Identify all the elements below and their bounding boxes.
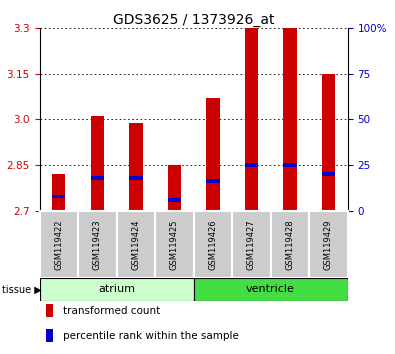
Bar	[206, 179, 220, 183]
Bar	[309, 211, 348, 278]
Text: GSM119424: GSM119424	[131, 219, 140, 269]
Text: GSM119426: GSM119426	[208, 219, 217, 270]
Text: atrium: atrium	[98, 284, 135, 295]
Bar	[271, 211, 309, 278]
Text: GSM119427: GSM119427	[247, 219, 256, 270]
Bar	[283, 28, 297, 211]
Bar	[117, 211, 155, 278]
Bar	[167, 165, 181, 211]
Bar	[232, 211, 271, 278]
Bar	[155, 211, 194, 278]
Bar	[90, 116, 104, 211]
Bar	[46, 304, 53, 317]
Text: GSM119425: GSM119425	[170, 219, 179, 269]
Bar	[90, 176, 104, 180]
Bar	[245, 162, 258, 167]
Bar	[167, 198, 181, 201]
Bar	[129, 176, 143, 180]
Bar	[52, 174, 66, 211]
Text: ventricle: ventricle	[246, 284, 295, 295]
Bar	[206, 98, 220, 211]
Bar	[78, 211, 117, 278]
Bar	[322, 172, 335, 176]
Bar	[322, 74, 335, 211]
Bar	[283, 162, 297, 167]
Text: tissue ▶: tissue ▶	[2, 284, 42, 295]
Bar	[40, 211, 78, 278]
Bar	[46, 330, 53, 342]
Bar	[245, 28, 258, 211]
Text: GSM119423: GSM119423	[93, 219, 102, 270]
Bar	[129, 122, 143, 211]
Title: GDS3625 / 1373926_at: GDS3625 / 1373926_at	[113, 13, 274, 27]
Text: transformed count: transformed count	[62, 306, 160, 315]
Bar	[194, 278, 348, 301]
Bar	[194, 211, 232, 278]
Text: GSM119428: GSM119428	[285, 219, 294, 270]
Bar	[40, 278, 194, 301]
Text: GSM119422: GSM119422	[54, 219, 63, 269]
Text: GSM119429: GSM119429	[324, 219, 333, 269]
Bar	[52, 195, 66, 199]
Text: percentile rank within the sample: percentile rank within the sample	[62, 331, 239, 341]
